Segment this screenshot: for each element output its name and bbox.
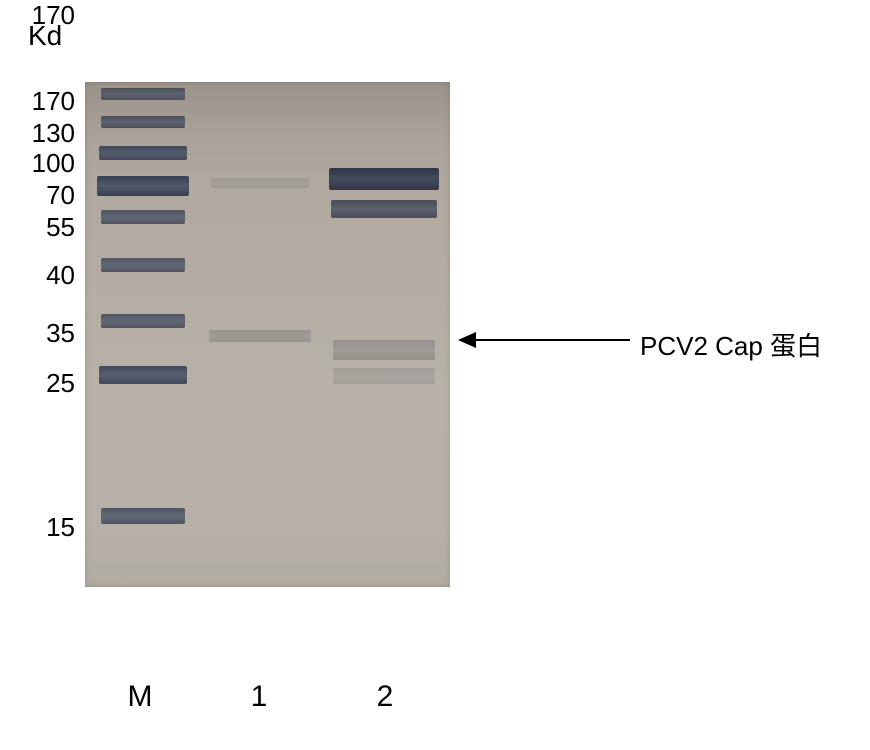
gel-figure: Kd 170 170 130 100 70 55 40 35 25 15 xyxy=(0,0,870,750)
lane-label-m: M xyxy=(120,680,160,714)
mw-label: 55 xyxy=(0,212,75,243)
lane-2 xyxy=(327,82,442,587)
lane-marker xyxy=(93,82,193,587)
lane2-band xyxy=(329,168,439,190)
marker-band xyxy=(101,314,185,328)
gel-image xyxy=(85,82,450,587)
lane2-band xyxy=(333,368,435,384)
mw-label: 35 xyxy=(0,318,75,349)
marker-band xyxy=(101,258,185,272)
lane2-band xyxy=(331,200,437,218)
mw-label: 130 xyxy=(0,118,75,149)
marker-band xyxy=(101,508,185,524)
mw-label: 25 xyxy=(0,368,75,399)
marker-band xyxy=(99,366,187,384)
arrow-line xyxy=(476,339,630,341)
lane1-band xyxy=(211,178,309,188)
mw-label: 40 xyxy=(0,260,75,291)
lane-label-2: 2 xyxy=(370,680,400,714)
arrow-head-icon xyxy=(458,332,476,348)
lane1-band-cap xyxy=(209,330,311,342)
mw-label: 15 xyxy=(0,512,75,543)
marker-band xyxy=(99,146,187,160)
marker-band xyxy=(97,176,189,196)
arrow-label: PCV2 Cap 蛋白 xyxy=(640,326,822,363)
lane-1 xyxy=(205,82,315,587)
mw-label: 70 xyxy=(0,180,75,211)
mw-label: 100 xyxy=(0,148,75,179)
lane2-band-cap xyxy=(333,340,435,360)
mw-label-170: 170 xyxy=(32,0,75,31)
marker-band xyxy=(101,88,185,100)
mw-label: 170 xyxy=(0,86,75,117)
marker-band xyxy=(101,116,185,128)
lane-label-1: 1 xyxy=(244,680,274,714)
marker-band xyxy=(101,210,185,224)
